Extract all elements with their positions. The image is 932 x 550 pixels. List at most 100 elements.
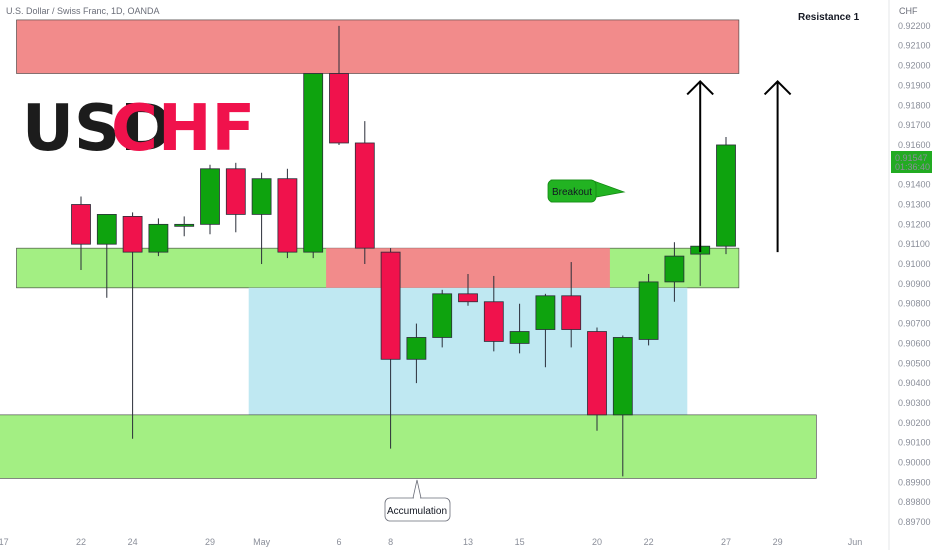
candle <box>587 327 607 431</box>
currency-label: CHF <box>899 6 918 16</box>
x-tick-label: 17 <box>0 537 9 547</box>
y-tick-label: 0.91800 <box>898 100 931 110</box>
x-tick-label: 27 <box>721 537 731 547</box>
target-arrow <box>686 80 714 253</box>
x-tick-label: 29 <box>773 537 783 547</box>
candles-layer <box>71 25 736 477</box>
y-tick-label: 0.90400 <box>898 378 931 388</box>
x-tick-label: 13 <box>463 537 473 547</box>
candle <box>612 335 633 477</box>
x-tick-label: 8 <box>388 537 393 547</box>
y-tick-label: 0.91200 <box>898 219 931 229</box>
y-tick-label: 0.91000 <box>898 259 931 269</box>
current-price-badge: 0.91547 01:36:40 <box>891 151 932 173</box>
current-price-label: 0.91547 <box>895 153 928 163</box>
candle <box>483 275 504 352</box>
x-tick-label: May <box>253 537 271 547</box>
candle-body <box>587 331 607 416</box>
candle-body <box>664 255 685 283</box>
candle-body <box>354 142 375 249</box>
y-tick-label: 0.90900 <box>898 279 931 289</box>
candle <box>535 293 556 368</box>
candle-body <box>432 293 453 338</box>
y-tick-label: 0.92000 <box>898 61 931 71</box>
x-tick-label: 24 <box>128 537 138 547</box>
candle-body <box>174 223 195 227</box>
y-tick-label: 0.91600 <box>898 140 931 150</box>
y-tick-label: 0.91700 <box>898 120 931 130</box>
candle <box>509 303 530 354</box>
target-arrow <box>763 80 792 253</box>
candle-body <box>638 281 659 340</box>
y-tick-label: 0.90500 <box>898 358 931 368</box>
arrow-head <box>686 80 714 96</box>
y-tick-label: 0.92200 <box>898 21 931 31</box>
y-tick-label: 0.89900 <box>898 477 931 487</box>
x-tick-label: 6 <box>336 537 341 547</box>
candle <box>638 273 659 346</box>
y-tick-label: 0.90000 <box>898 458 931 468</box>
x-axis: 17 22 24 29 May 6 8 13 15 20 22 27 29 Jun <box>0 537 862 547</box>
candle <box>380 248 401 449</box>
candle-body <box>612 337 633 416</box>
candle <box>354 121 375 265</box>
logo: USD CHF <box>22 92 255 166</box>
candle-body <box>535 295 556 330</box>
zone-demand-lower <box>0 414 817 479</box>
candle <box>303 73 324 259</box>
candle <box>406 323 427 384</box>
candle <box>277 168 298 259</box>
breakout-callout: Breakout <box>547 179 626 203</box>
y-tick-label: 0.90200 <box>898 418 931 428</box>
candle-body <box>483 301 504 342</box>
arrows-layer <box>686 80 792 253</box>
candle <box>200 164 220 235</box>
x-tick-label: 15 <box>515 537 525 547</box>
candle-body <box>303 73 324 253</box>
candle <box>329 25 349 145</box>
candle-body <box>716 144 736 247</box>
candle-body <box>122 216 143 253</box>
candle-body <box>458 293 478 303</box>
y-tick-label: 0.91300 <box>898 199 931 209</box>
candle-body <box>200 168 220 225</box>
candle <box>716 137 736 255</box>
logo-chf: CHF <box>111 92 255 166</box>
x-tick-label: 29 <box>205 537 215 547</box>
resistance-label: Resistance 1 <box>798 12 860 23</box>
candle <box>251 172 272 265</box>
y-tick-label: 0.90700 <box>898 319 931 329</box>
x-tick-label: 20 <box>592 537 602 547</box>
y-tick-label: 0.90100 <box>898 438 931 448</box>
candle <box>96 214 117 298</box>
x-tick-label: Jun <box>848 537 863 547</box>
candle <box>225 162 246 233</box>
candle <box>458 273 478 306</box>
accumulation-callout: Accumulation <box>384 479 451 522</box>
accumulation-label: Accumulation <box>387 506 447 517</box>
arrow-head <box>763 80 792 96</box>
candle-body <box>329 73 349 144</box>
candle <box>432 289 453 348</box>
y-tick-label: 0.89700 <box>898 517 931 527</box>
candle-body <box>251 178 272 215</box>
countdown-label: 01:36:40 <box>895 162 930 172</box>
candle <box>148 218 169 257</box>
candle-body <box>96 214 117 245</box>
candle-body <box>380 251 401 360</box>
candle <box>71 196 91 270</box>
candle-body <box>225 168 246 215</box>
y-tick-label: 0.91400 <box>898 180 931 190</box>
y-tick-label: 0.90800 <box>898 299 931 309</box>
candle-body <box>148 223 169 253</box>
candle <box>122 212 143 439</box>
candle-body <box>509 331 530 344</box>
candle-body <box>406 337 427 360</box>
y-tick-label: 0.90600 <box>898 338 931 348</box>
candle-body <box>561 295 582 330</box>
x-tick-label: 22 <box>76 537 86 547</box>
y-tick-label: 0.89800 <box>898 497 931 507</box>
zone-resistance <box>16 19 740 74</box>
candle-body <box>71 204 91 245</box>
